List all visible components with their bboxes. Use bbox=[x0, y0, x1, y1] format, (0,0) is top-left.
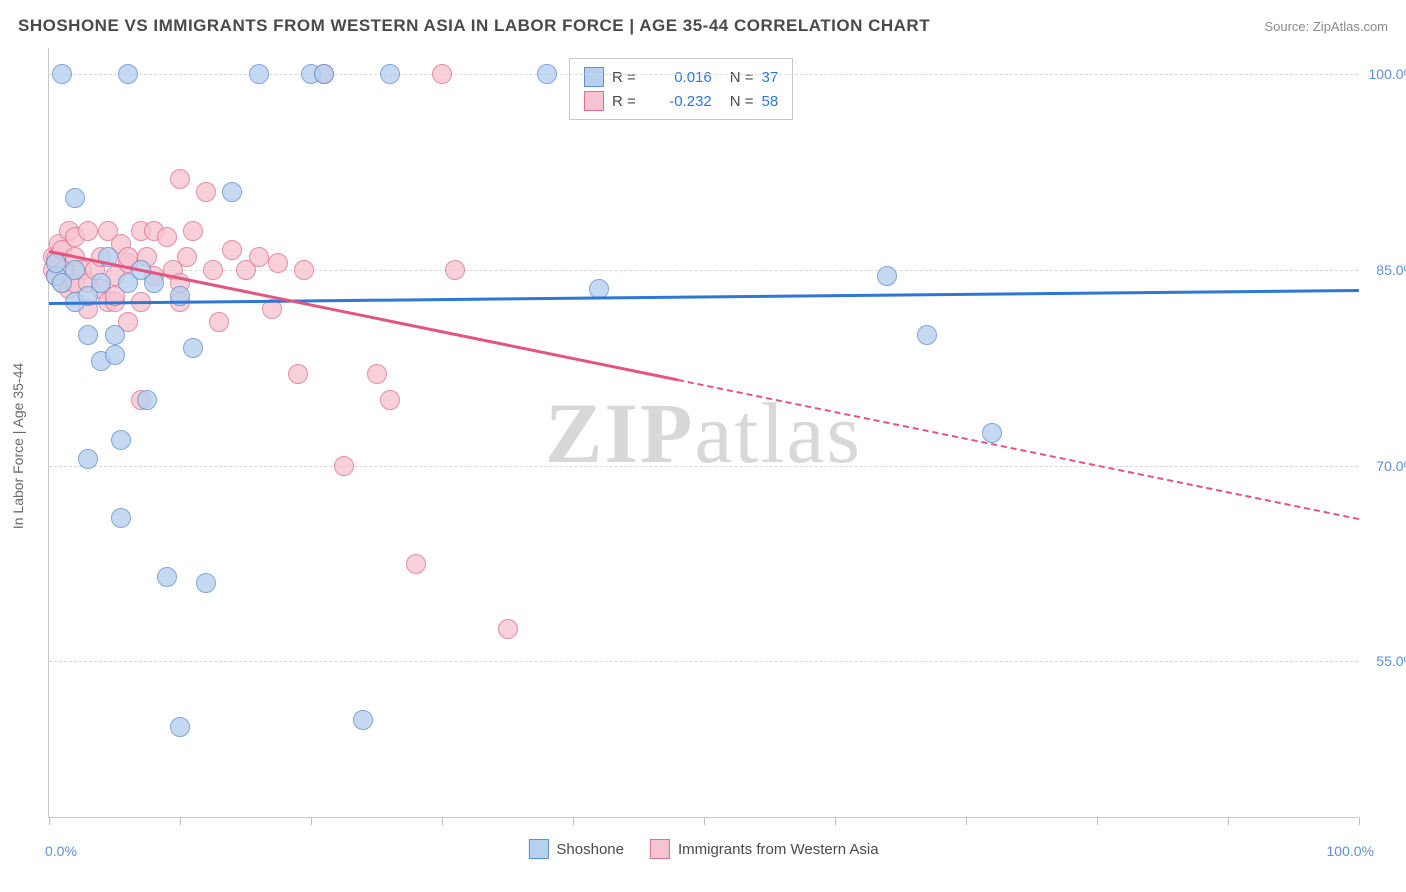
y-tick-label: 55.0% bbox=[1376, 653, 1406, 669]
data-point bbox=[177, 247, 197, 267]
x-tick bbox=[573, 817, 574, 825]
data-point bbox=[353, 710, 373, 730]
stat-row: R =0.016N =37 bbox=[584, 65, 778, 89]
data-point bbox=[432, 64, 452, 84]
legend-item-immigrants: Immigrants from Western Asia bbox=[650, 839, 879, 859]
legend-label: Shoshone bbox=[556, 841, 624, 858]
x-axis-min-label: 0.0% bbox=[45, 843, 77, 859]
x-tick bbox=[49, 817, 50, 825]
data-point bbox=[203, 260, 223, 280]
watermark: ZIPatlas bbox=[545, 383, 862, 483]
scatter-chart: ZIPatlas R =0.016N =37R =-0.232N =58 Sho… bbox=[48, 48, 1358, 818]
series-swatch-icon bbox=[584, 91, 604, 111]
data-point bbox=[249, 64, 269, 84]
data-point bbox=[78, 325, 98, 345]
x-tick bbox=[1359, 817, 1360, 825]
data-point bbox=[170, 717, 190, 737]
chart-title: SHOSHONE VS IMMIGRANTS FROM WESTERN ASIA… bbox=[18, 16, 930, 36]
trend-line-extrapolated bbox=[678, 379, 1360, 520]
data-point bbox=[52, 64, 72, 84]
data-point bbox=[65, 260, 85, 280]
data-point bbox=[78, 449, 98, 469]
x-tick bbox=[704, 817, 705, 825]
x-tick bbox=[1228, 817, 1229, 825]
x-tick bbox=[1097, 817, 1098, 825]
x-tick bbox=[180, 817, 181, 825]
x-axis-max-label: 100.0% bbox=[1327, 843, 1374, 859]
data-point bbox=[917, 325, 937, 345]
legend-item-shoshone: Shoshone bbox=[528, 839, 624, 859]
y-tick-label: 70.0% bbox=[1376, 458, 1406, 474]
data-point bbox=[380, 390, 400, 410]
gridline bbox=[49, 466, 1358, 467]
data-point bbox=[78, 221, 98, 241]
data-point bbox=[196, 573, 216, 593]
x-tick bbox=[442, 817, 443, 825]
x-tick bbox=[966, 817, 967, 825]
data-point bbox=[105, 325, 125, 345]
chart-legend: Shoshone Immigrants from Western Asia bbox=[528, 839, 878, 859]
data-point bbox=[183, 338, 203, 358]
series-swatch-icon bbox=[584, 67, 604, 87]
data-point bbox=[537, 64, 557, 84]
data-point bbox=[105, 345, 125, 365]
data-point bbox=[367, 364, 387, 384]
data-point bbox=[498, 619, 518, 639]
data-point bbox=[111, 508, 131, 528]
source-attribution: Source: ZipAtlas.com bbox=[1264, 19, 1388, 34]
data-point bbox=[314, 64, 334, 84]
data-point bbox=[91, 273, 111, 293]
data-point bbox=[445, 260, 465, 280]
x-tick bbox=[311, 817, 312, 825]
data-point bbox=[65, 188, 85, 208]
data-point bbox=[406, 554, 426, 574]
data-point bbox=[268, 253, 288, 273]
data-point bbox=[196, 182, 216, 202]
y-tick-label: 85.0% bbox=[1376, 262, 1406, 278]
data-point bbox=[118, 64, 138, 84]
gridline bbox=[49, 661, 1358, 662]
stat-row: R =-0.232N =58 bbox=[584, 89, 778, 113]
legend-swatch-icon bbox=[528, 839, 548, 859]
data-point bbox=[380, 64, 400, 84]
data-point bbox=[209, 312, 229, 332]
data-point bbox=[157, 567, 177, 587]
data-point bbox=[183, 221, 203, 241]
y-tick-label: 100.0% bbox=[1369, 66, 1406, 82]
data-point bbox=[334, 456, 354, 476]
legend-swatch-icon bbox=[650, 839, 670, 859]
y-axis-title: In Labor Force | Age 35-44 bbox=[10, 363, 26, 529]
data-point bbox=[877, 266, 897, 286]
gridline bbox=[49, 74, 1358, 75]
data-point bbox=[137, 390, 157, 410]
data-point bbox=[982, 423, 1002, 443]
data-point bbox=[288, 364, 308, 384]
data-point bbox=[249, 247, 269, 267]
x-tick bbox=[835, 817, 836, 825]
legend-label: Immigrants from Western Asia bbox=[678, 841, 879, 858]
data-point bbox=[222, 240, 242, 260]
data-point bbox=[157, 227, 177, 247]
data-point bbox=[222, 182, 242, 202]
data-point bbox=[111, 430, 131, 450]
data-point bbox=[46, 253, 66, 273]
data-point bbox=[294, 260, 314, 280]
data-point bbox=[170, 169, 190, 189]
correlation-stats-box: R =0.016N =37R =-0.232N =58 bbox=[569, 58, 793, 120]
